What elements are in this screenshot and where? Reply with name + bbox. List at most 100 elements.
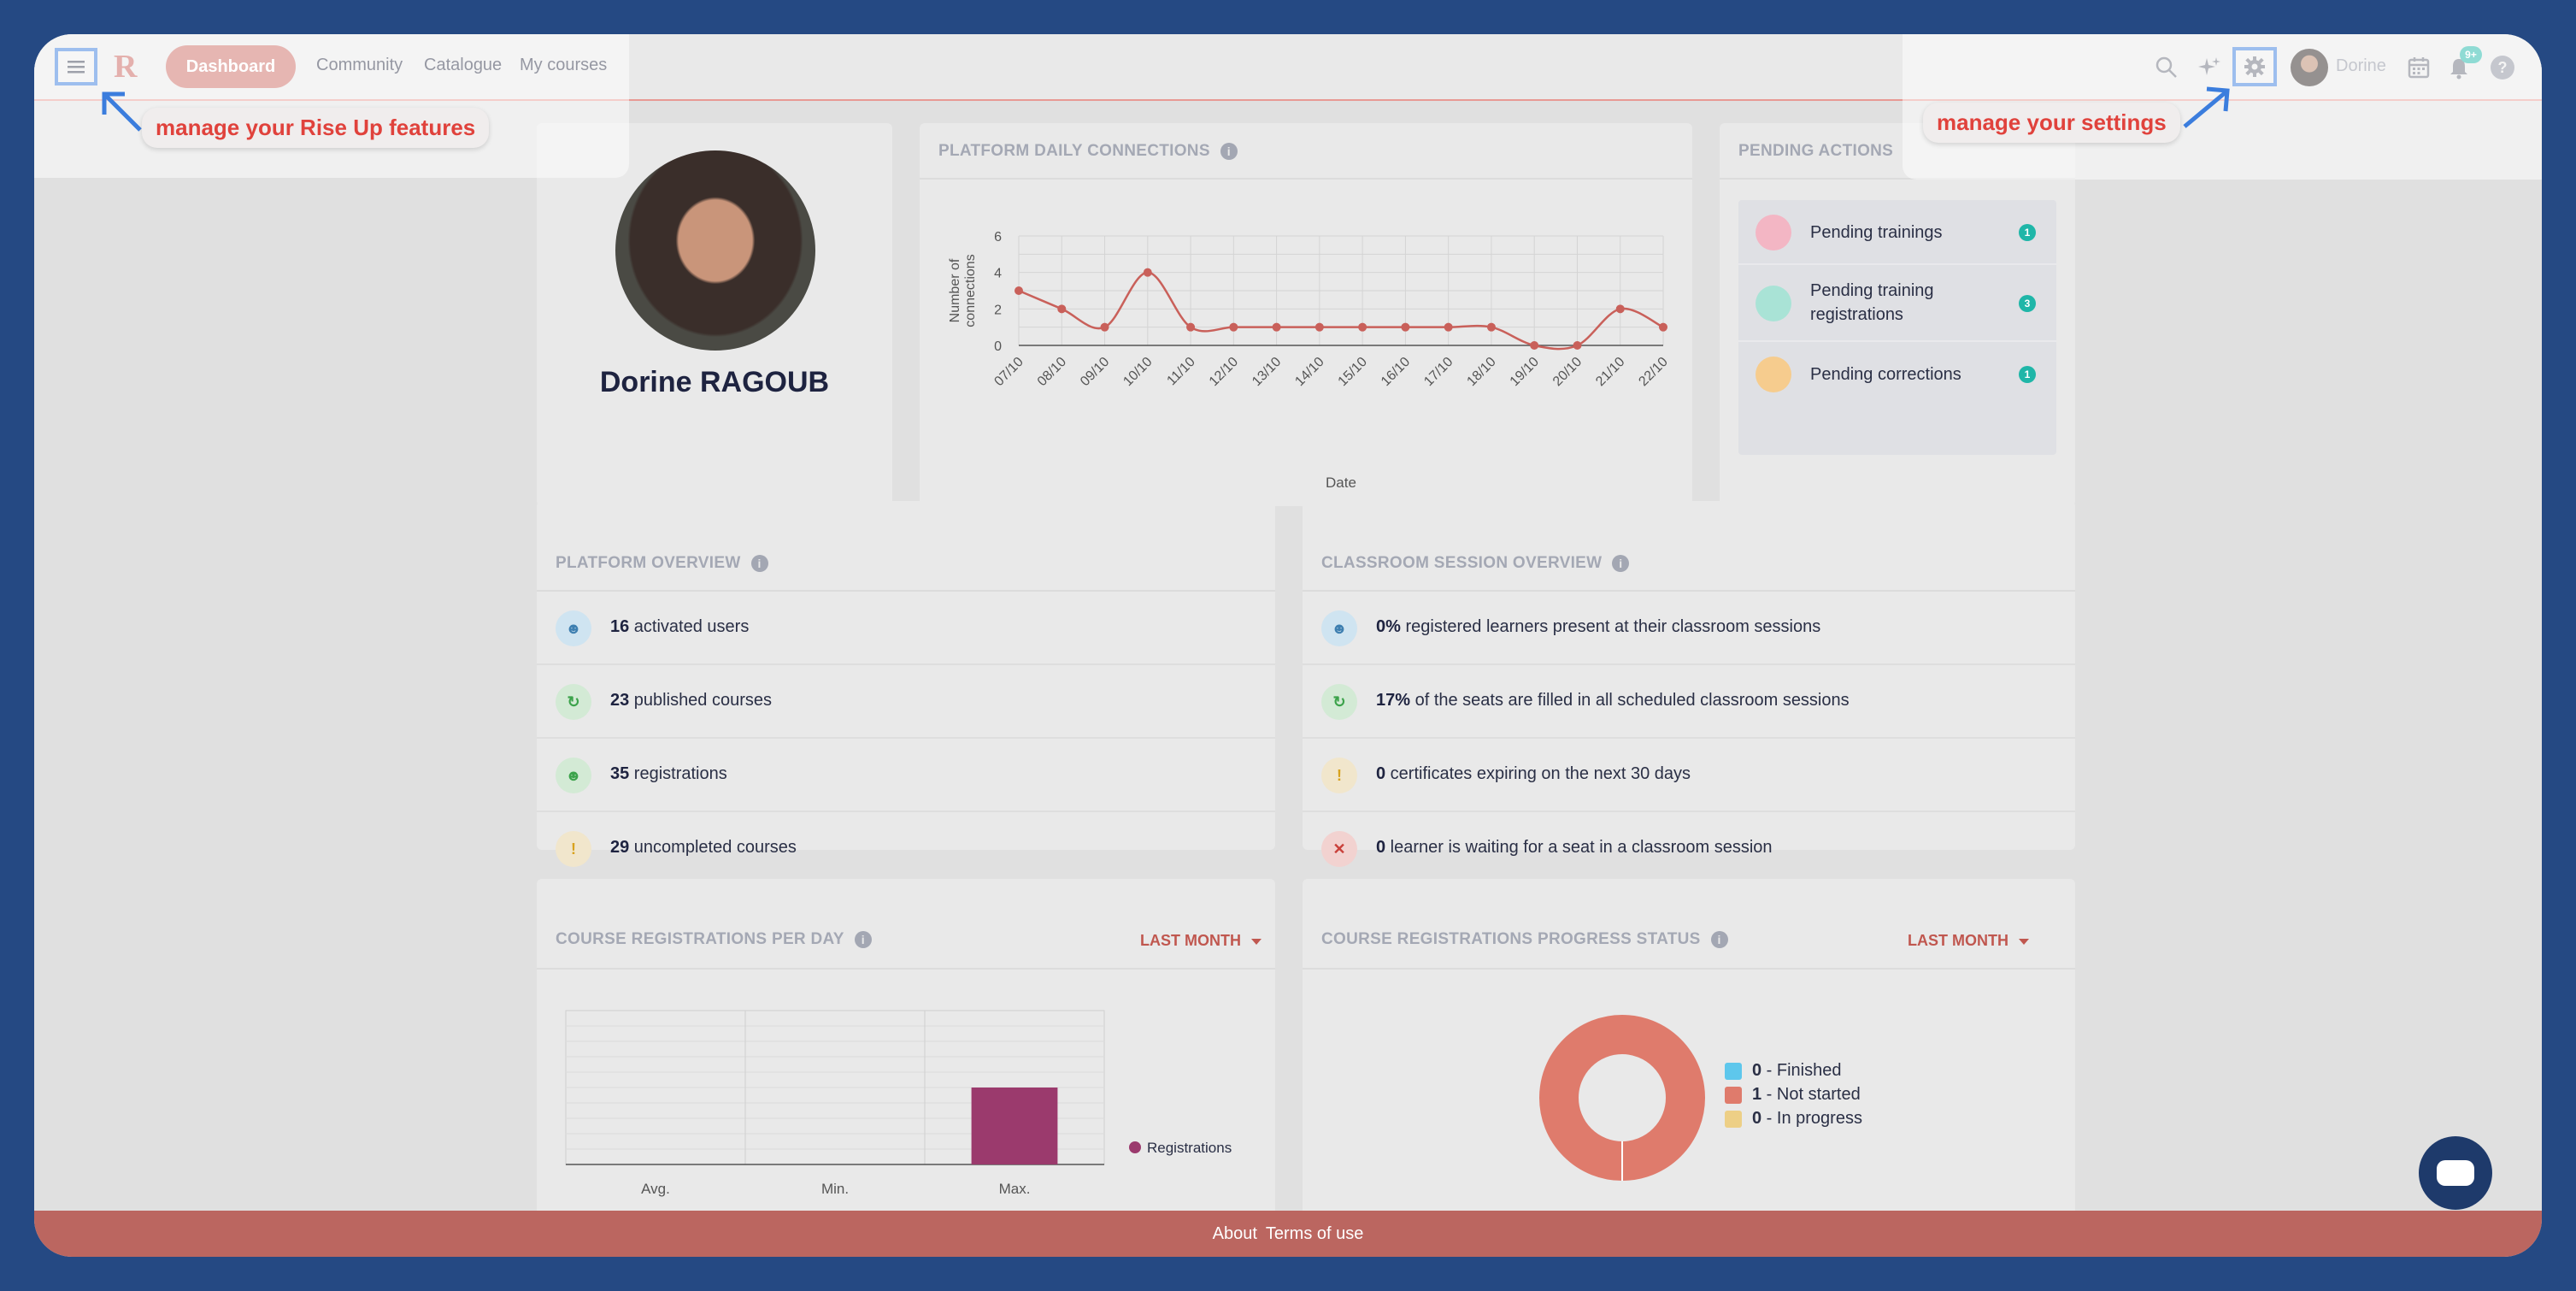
x-tick-label: 17/10 xyxy=(1421,355,1456,389)
classroom-row-seats: ↻ 17% of the seats are filled in all sch… xyxy=(1303,665,2075,739)
platform-overview-title: PLATFORM OVERVIEW xyxy=(556,554,741,572)
y-tick-label: 6 xyxy=(994,230,1002,245)
data-point xyxy=(1530,341,1539,350)
refresh-icon: ↻ xyxy=(556,684,591,720)
count-badge: 1 xyxy=(2019,366,2036,383)
data-point xyxy=(1272,322,1281,332)
chat-button[interactable] xyxy=(2419,1136,2492,1210)
data-point xyxy=(1186,322,1196,332)
warning-icon: ! xyxy=(556,831,591,867)
overview-row-users: ☻ 16 activated users xyxy=(537,592,1275,665)
box-icon xyxy=(1756,286,1791,321)
x-tick-label: 08/10 xyxy=(1035,355,1069,389)
x-tick-label: Max. xyxy=(999,1181,1031,1197)
legend-label: Registrations xyxy=(1147,1140,1232,1156)
footer: About Terms of use xyxy=(34,1211,2542,1257)
x-tick-label: 20/10 xyxy=(1550,355,1585,389)
pending-actions-title: PENDING ACTIONS xyxy=(1738,142,1894,160)
callout-features: manage your Rise Up features xyxy=(142,108,490,148)
count-badge: 3 xyxy=(2019,295,2036,312)
data-point xyxy=(1444,322,1453,332)
classroom-overview-title: CLASSROOM SESSION OVERVIEW xyxy=(1321,554,1603,572)
x-tick-label: Avg. xyxy=(641,1181,670,1197)
x-tick-label: 14/10 xyxy=(1292,355,1326,389)
y-tick-label: 4 xyxy=(994,267,1002,281)
overview-row-registrations: ☻ 35 registrations xyxy=(537,739,1275,812)
profile-name: Dorine RAGOUB xyxy=(599,366,830,398)
legend-not-started: 1 - Not started xyxy=(1725,1082,1862,1106)
footer-about-link[interactable]: About xyxy=(1212,1223,1257,1243)
arrow-up-right-icon xyxy=(2183,86,2230,128)
count-badge: 1 xyxy=(2019,224,2036,241)
data-point xyxy=(1229,322,1238,332)
classroom-row-present: ☻ 0% registered learners present at thei… xyxy=(1303,592,2075,665)
x-tick-label: 10/10 xyxy=(1120,355,1155,389)
platform-overview-card: PLATFORM OVERVIEW i ☻ 16 activated users … xyxy=(537,501,1275,867)
x-tick-label: 13/10 xyxy=(1250,355,1284,389)
classroom-row-waiting: ✕ 0 learner is waiting for a seat in a c… xyxy=(1303,812,2075,867)
profile-card: Dorine RAGOUB xyxy=(537,123,892,506)
series-line xyxy=(1018,271,1664,351)
donut-chart xyxy=(1539,1015,1705,1181)
calendar-icon xyxy=(1756,215,1791,251)
data-point xyxy=(1057,304,1067,314)
classroom-overview-card: CLASSROOM SESSION OVERVIEW i ☻ 0% registe… xyxy=(1303,501,2075,867)
registrations-progress-title: COURSE REGISTRATIONS PROGRESS STATUS xyxy=(1321,930,1701,948)
classroom-row-certificates: ! 0 certificates expiring on the next 30… xyxy=(1303,739,2075,812)
y-tick-label: 2 xyxy=(994,303,1002,317)
y-tick-label: 0 xyxy=(994,339,1002,354)
pending-item-registrations[interactable]: Pending training registrations 3 xyxy=(1738,265,2056,342)
legend-marker xyxy=(1129,1141,1141,1153)
data-point xyxy=(1573,341,1582,350)
x-axis-label: Date xyxy=(1326,475,1356,491)
legend-in-progress: 0 - In progress xyxy=(1725,1106,1862,1130)
x-tick-label: 11/10 xyxy=(1164,355,1198,389)
arrow-up-left-icon xyxy=(102,91,142,132)
info-icon[interactable]: i xyxy=(1612,554,1630,572)
daily-connections-card: PLATFORM DAILY CONNECTIONS i 0 2 4 6 07/10 08/… xyxy=(920,123,1692,506)
bar xyxy=(971,1088,1058,1164)
info-icon[interactable]: i xyxy=(1220,142,1238,160)
pending-item-trainings[interactable]: Pending trainings 1 xyxy=(1738,200,2056,265)
user-icon: ☻ xyxy=(1321,610,1357,646)
data-point xyxy=(1486,322,1496,332)
y-axis-label: Number ofconnections xyxy=(948,254,978,327)
data-point xyxy=(1100,322,1109,332)
info-icon[interactable]: i xyxy=(1710,930,1728,948)
pencil-icon xyxy=(1756,357,1791,392)
data-point xyxy=(1401,322,1410,332)
x-tick-label: 15/10 xyxy=(1336,355,1370,389)
refresh-icon: ↻ xyxy=(1321,684,1357,720)
x-tick-label: 18/10 xyxy=(1464,355,1498,389)
info-icon[interactable]: i xyxy=(750,554,768,572)
data-point xyxy=(1314,322,1324,332)
x-tick-label: 12/10 xyxy=(1207,355,1241,389)
data-point xyxy=(1659,322,1667,332)
legend-swatch xyxy=(1725,1110,1742,1128)
overview-row-courses: ↻ 23 published courses xyxy=(537,665,1275,739)
overview-row-uncompleted: ! 29 uncompleted courses xyxy=(537,812,1275,867)
x-tick-label: 09/10 xyxy=(1078,355,1112,389)
period-dropdown[interactable]: LAST MONTH xyxy=(1140,932,1262,950)
app-window: R Dashboard Community Catalogue My cours… xyxy=(34,34,2542,1257)
x-tick-label: 16/10 xyxy=(1379,355,1413,389)
x-tick-label: Min. xyxy=(821,1181,849,1197)
data-point xyxy=(1615,304,1625,314)
chat-icon xyxy=(2437,1160,2474,1186)
profile-photo xyxy=(615,150,815,351)
registrations-per-day-card: COURSE REGISTRATIONS PER DAY i LAST MONTH… xyxy=(537,879,1275,1221)
period-dropdown[interactable]: LAST MONTH xyxy=(1908,932,2029,950)
legend-swatch xyxy=(1725,1062,1742,1080)
callout-settings: manage your settings xyxy=(1923,103,2180,143)
data-point xyxy=(1143,268,1152,277)
footer-terms-link[interactable]: Terms of use xyxy=(1265,1223,1364,1243)
data-point xyxy=(1015,286,1023,295)
pending-item-corrections[interactable]: Pending corrections 1 xyxy=(1738,342,2056,407)
data-point xyxy=(1358,322,1367,332)
info-icon[interactable]: i xyxy=(854,930,872,948)
pending-actions-list: Pending trainings 1 Pending training reg… xyxy=(1738,200,2056,455)
user-check-icon: ☻ xyxy=(556,758,591,793)
x-tick-label: 07/10 xyxy=(991,355,1026,389)
legend-finished: 0 - Finished xyxy=(1725,1058,1862,1082)
